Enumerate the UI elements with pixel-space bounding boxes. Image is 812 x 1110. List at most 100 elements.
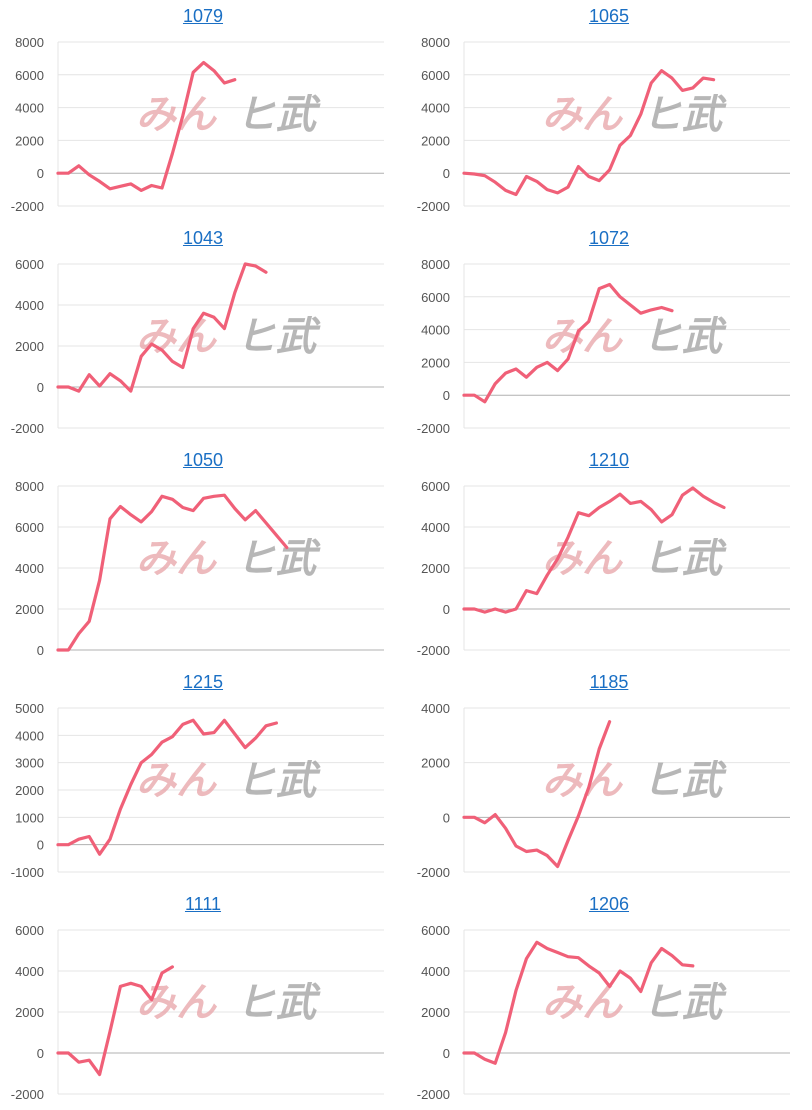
site-watermark: みん ヒ武 — [136, 92, 321, 138]
watermark-left-text: みん — [542, 980, 624, 1026]
y-tick-label: -2000 — [417, 1087, 450, 1102]
y-tick-label: 4000 — [421, 964, 450, 979]
chart-panel: -1000 0 1000 2000 3000 4000 5000 みん ヒ武 1215 — [0, 666, 406, 888]
series-line — [462, 486, 726, 614]
line-chart: -2000 0 2000 4000 6000 みん ヒ武 — [11, 923, 384, 1102]
y-tick-label: 4000 — [421, 323, 450, 338]
series-line — [462, 69, 716, 197]
chart-title-link[interactable]: 1072 — [588, 228, 630, 248]
chart-title-link[interactable]: 1111 — [184, 894, 222, 914]
line-chart: -2000 0 2000 4000 6000 みん ヒ武 — [417, 479, 790, 658]
y-tick-label: -2000 — [417, 199, 450, 214]
y-tick-label: 2000 — [421, 561, 450, 576]
watermark-right-text: ヒ武 — [642, 536, 727, 582]
y-tick-label: 2000 — [15, 602, 44, 617]
chart-panel: -2000 0 2000 4000 6000 8000 みん ヒ武 1065 — [406, 0, 812, 222]
y-tick-label: 6000 — [421, 923, 450, 938]
series-line — [56, 718, 278, 856]
y-tick-label: 2000 — [15, 133, 44, 148]
series-line — [462, 720, 612, 869]
watermark-left-text: みん — [542, 536, 624, 582]
y-tick-label: 4000 — [15, 298, 44, 313]
watermark-left-text: みん — [136, 758, 218, 804]
line-chart: -2000 0 2000 4000 6000 みん ヒ武 — [417, 923, 790, 1102]
chart-panel: -2000 0 2000 4000 6000 みん ヒ武 1210 — [406, 444, 812, 666]
line-chart: -2000 0 2000 4000 6000 みん ヒ武 — [11, 257, 384, 436]
line-chart: -2000 0 2000 4000 6000 8000 みん ヒ武 — [11, 35, 384, 214]
y-tick-label: -2000 — [11, 1087, 44, 1102]
watermark-left-text: みん — [136, 92, 218, 138]
y-tick-label: 1000 — [15, 810, 44, 825]
y-tick-label: -1000 — [11, 865, 44, 880]
chart-title-link[interactable]: 1079 — [182, 6, 224, 26]
y-tick-label: 2000 — [421, 1005, 450, 1020]
y-tick-label: 6000 — [421, 479, 450, 494]
watermark-right-text: ヒ武 — [236, 980, 321, 1026]
series-line — [56, 965, 174, 1077]
site-watermark: みん ヒ武 — [136, 536, 321, 582]
series-line — [462, 282, 674, 404]
site-watermark: みん ヒ武 — [136, 980, 321, 1026]
watermark-right-text: ヒ武 — [642, 980, 727, 1026]
series-line — [462, 940, 695, 1065]
y-tick-label: 4000 — [15, 101, 44, 116]
chart-title-link[interactable]: 1043 — [182, 228, 224, 248]
chart-panel: -2000 0 2000 4000 みん ヒ武 1185 — [406, 666, 812, 888]
watermark-right-text: ヒ武 — [236, 758, 321, 804]
site-watermark: みん ヒ武 — [136, 314, 321, 360]
y-tick-label: -2000 — [417, 421, 450, 436]
chart-title-link[interactable]: 1050 — [182, 450, 224, 470]
watermark-left-text: みん — [136, 314, 218, 360]
y-tick-label: 2000 — [15, 783, 44, 798]
series-line — [56, 262, 268, 393]
y-tick-label: 6000 — [15, 68, 44, 83]
site-watermark: みん ヒ武 — [136, 758, 321, 804]
chart-title-link[interactable]: 1215 — [182, 672, 224, 692]
chart-panel: -2000 0 2000 4000 6000 みん ヒ武 1043 — [0, 222, 406, 444]
y-tick-label: 8000 — [15, 479, 44, 494]
chart-panel: -2000 0 2000 4000 6000 8000 みん ヒ武 1072 — [406, 222, 812, 444]
y-tick-label: 0 — [37, 1046, 44, 1061]
watermark-left-text: みん — [542, 758, 624, 804]
y-tick-label: 8000 — [421, 35, 450, 50]
watermark-left-text: みん — [136, 980, 218, 1026]
watermark-left-text: みん — [542, 314, 624, 360]
y-tick-label: -2000 — [11, 421, 44, 436]
chart-title-link[interactable]: 1065 — [588, 6, 630, 26]
y-tick-label: 2000 — [421, 355, 450, 370]
y-tick-label: 2000 — [421, 133, 450, 148]
watermark-right-text: ヒ武 — [642, 758, 727, 804]
watermark-left-text: みん — [542, 92, 624, 138]
series-line — [56, 60, 237, 192]
chart-title-link[interactable]: 1206 — [588, 894, 630, 914]
y-tick-label: 2000 — [15, 339, 44, 354]
y-tick-label: 2000 — [15, 1005, 44, 1020]
site-watermark: みん ヒ武 — [542, 536, 727, 582]
chart-panel: -2000 0 2000 4000 6000 8000 みん ヒ武 1079 — [0, 0, 406, 222]
line-chart: -2000 0 2000 4000 みん ヒ武 — [417, 701, 790, 880]
y-tick-label: -2000 — [11, 199, 44, 214]
y-tick-label: -2000 — [417, 643, 450, 658]
y-tick-label: 6000 — [421, 290, 450, 305]
chart-panel: 0 2000 4000 6000 8000 みん ヒ武 1050 — [0, 444, 406, 666]
chart-panel: -2000 0 2000 4000 6000 みん ヒ武 1206 — [406, 888, 812, 1110]
series-line — [56, 493, 289, 652]
watermark-right-text: ヒ武 — [642, 314, 727, 360]
y-tick-label: 4000 — [421, 101, 450, 116]
y-tick-label: 8000 — [15, 35, 44, 50]
y-tick-label: 4000 — [15, 728, 44, 743]
y-tick-label: 6000 — [15, 257, 44, 272]
y-tick-label: 4000 — [421, 701, 450, 716]
y-tick-label: 4000 — [15, 561, 44, 576]
y-tick-label: 0 — [443, 166, 450, 181]
y-tick-label: 3000 — [15, 756, 44, 771]
y-tick-label: 6000 — [15, 923, 44, 938]
watermark-left-text: みん — [136, 536, 218, 582]
line-chart: -2000 0 2000 4000 6000 8000 みん ヒ武 — [417, 35, 790, 214]
chart-title-link[interactable]: 1210 — [588, 450, 630, 470]
y-tick-label: 0 — [443, 388, 450, 403]
chart-title-link[interactable]: 1185 — [589, 672, 629, 692]
y-tick-label: 6000 — [421, 68, 450, 83]
y-tick-label: 0 — [443, 1046, 450, 1061]
y-tick-label: 6000 — [15, 520, 44, 535]
